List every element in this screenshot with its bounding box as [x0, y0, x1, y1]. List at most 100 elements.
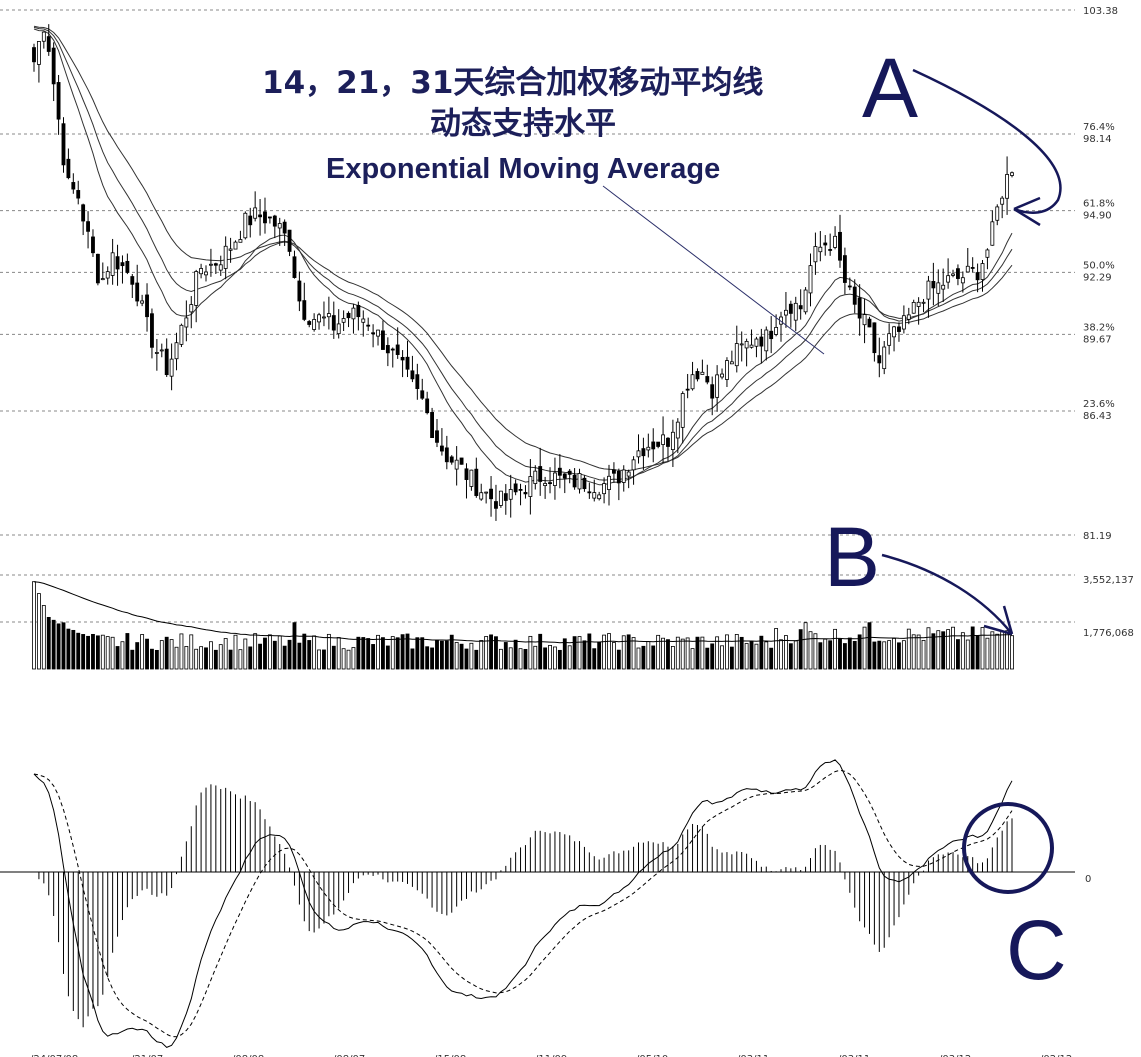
volume-bar: [184, 646, 189, 670]
candle-body: [680, 393, 685, 428]
candle-body: [395, 344, 400, 355]
ema-14-line: [33, 28, 1013, 486]
volume-bar: [51, 619, 56, 670]
candle-body: [218, 264, 223, 271]
macd-signal-line: [33, 769, 1013, 1038]
candle-body: [739, 343, 744, 346]
candle-body: [636, 450, 641, 458]
candle-body: [199, 268, 204, 275]
candle-body: [228, 248, 233, 251]
volume-bar: [86, 635, 90, 670]
candle-body: [587, 491, 592, 494]
candle-body: [1005, 174, 1010, 199]
volume-bar: [66, 628, 71, 670]
volume-bar: [808, 631, 813, 670]
volume-bar: [813, 633, 818, 670]
volume-bar: [169, 639, 174, 670]
volume-bar: [331, 645, 336, 670]
volume-bar: [729, 646, 734, 670]
volume-bar: [661, 637, 665, 670]
volume-bar: [154, 649, 159, 670]
candle-body: [341, 318, 346, 323]
volume-bar: [297, 642, 302, 670]
candle-body: [263, 211, 267, 224]
candle-body: [51, 47, 56, 85]
volume-bar: [980, 627, 985, 670]
candle-body: [577, 473, 582, 490]
candle-body: [420, 390, 425, 399]
candle-body: [513, 483, 518, 493]
candle-body: [194, 271, 199, 306]
volume-bar: [631, 637, 636, 670]
candle-body: [243, 212, 248, 239]
candle-body: [326, 313, 331, 318]
volume-bar: [626, 634, 631, 670]
volume-bar: [749, 640, 754, 670]
title-pointer-line: [602, 185, 825, 355]
volume-bar: [960, 632, 965, 670]
candle-body: [164, 348, 169, 376]
volume-bar: [105, 636, 110, 670]
candle-body: [975, 272, 980, 281]
price-axis-labels: 103.38 76.4%98.14 61.8%94.90 50.0%92.29 38.2…: [1083, 6, 1118, 542]
candle-body: [666, 437, 670, 447]
volume-bar: [715, 636, 720, 670]
volume-bar: [287, 639, 292, 670]
volume-bar: [150, 648, 154, 670]
volume-bar: [636, 647, 641, 670]
volume-bar: [346, 649, 351, 670]
volume-bar: [847, 637, 852, 670]
macd-histogram: [38, 784, 1013, 1028]
candle-body: [61, 123, 66, 166]
volume-bar: [307, 640, 312, 670]
candle-body: [597, 494, 602, 500]
candle-body: [985, 249, 990, 258]
volume-bar: [582, 640, 587, 670]
candle-body: [626, 471, 631, 477]
candle-body: [557, 467, 562, 476]
volume-bar: [164, 636, 169, 670]
candle-body: [184, 317, 189, 328]
candle-body: [400, 356, 405, 361]
candle-body: [734, 343, 739, 367]
candle-body: [292, 256, 297, 278]
candle-body: [818, 246, 823, 253]
volume-bar: [666, 639, 670, 670]
volume-bar: [218, 644, 223, 670]
candle-body: [970, 267, 975, 269]
volume-bar: [616, 649, 621, 670]
candle-body: [140, 300, 145, 304]
candle-body: [444, 447, 449, 463]
candle-body: [705, 376, 710, 383]
volume-bar: [228, 649, 233, 670]
volume-bar: [267, 634, 272, 670]
candle-body: [823, 242, 828, 246]
candle-body: [729, 361, 734, 365]
candle-body: [209, 263, 213, 266]
volume-bar: [956, 639, 960, 670]
candle-body: [892, 326, 896, 338]
candle-body: [921, 301, 926, 304]
volume-bar: [872, 641, 877, 670]
candle-body: [282, 221, 287, 234]
annotation-c-letter: C: [1006, 903, 1067, 997]
volume-bar: [710, 643, 715, 670]
x-tick-label: /08/08: [232, 1054, 264, 1057]
volume-bar: [857, 634, 862, 670]
candle-body: [916, 301, 921, 307]
candle-body: [120, 262, 125, 267]
volume-bar: [425, 646, 430, 670]
volume-bar: [892, 638, 896, 670]
volume-bar: [641, 645, 646, 670]
candle-body: [356, 304, 361, 318]
volume-bar: [769, 647, 774, 670]
candle-body: [150, 313, 154, 348]
volume-bar: [282, 645, 287, 670]
volume-bar: [597, 641, 602, 670]
volume-bar: [71, 629, 76, 670]
volume-bar: [823, 638, 828, 670]
annotation-b-arrowhead: [983, 605, 1014, 636]
volume-bar: [76, 632, 81, 670]
volume-bar: [439, 640, 444, 670]
